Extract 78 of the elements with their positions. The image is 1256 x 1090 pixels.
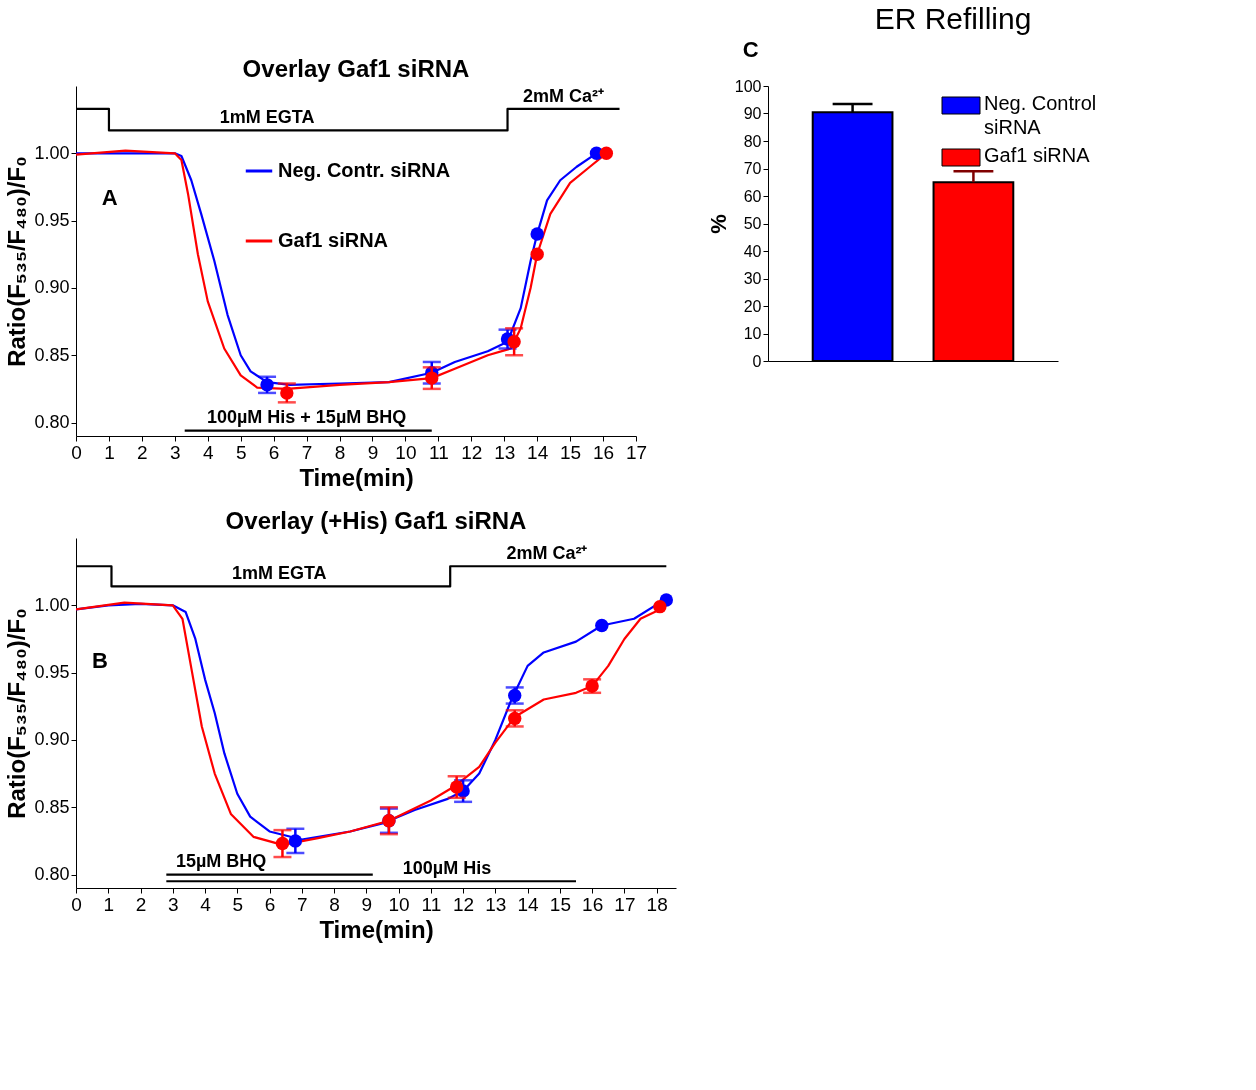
y-tick-label: 0.85: [34, 344, 70, 365]
y-tick-label: 0.80: [34, 412, 70, 433]
annotation: 1mM EGTA: [219, 107, 315, 128]
x-tick-label: 9: [367, 441, 379, 463]
annotation: A: [101, 185, 118, 210]
x-tick-label: 2: [137, 441, 148, 463]
y-tick-label: 20: [743, 297, 762, 315]
legend-label: Gaf1 siRNA: [984, 144, 1091, 166]
y-tick-label: 0.95: [34, 210, 70, 231]
y-tick-label: 70: [743, 160, 762, 177]
x-tick-label: 6: [268, 441, 280, 463]
x-axis-title: Time(min): [319, 915, 434, 943]
annotation: 15µM BHQ: [175, 851, 267, 872]
x-tick-label: 12: [461, 441, 483, 463]
x-axis-title: Time(min): [299, 463, 414, 491]
legend-label: Neg. Control siRNA: [984, 92, 1097, 138]
x-tick-label: 16: [592, 441, 615, 463]
x-tick-label: 18: [646, 893, 668, 915]
x-tick-label: 3: [167, 893, 179, 915]
annotation: 2mM Ca²⁺: [523, 85, 605, 106]
x-tick-label: 4: [202, 441, 214, 463]
annotation: 2mM Ca²⁺: [506, 542, 588, 563]
x-tick-label: 12: [453, 893, 475, 915]
legend-label: Gaf1 siRNA: [278, 229, 389, 251]
y-tick-label: 0.90: [34, 729, 70, 750]
x-tick-label: 16: [582, 893, 604, 915]
x-tick-label: 11: [428, 441, 449, 463]
x-tick-label: 2: [135, 893, 147, 915]
y-tick-label: 1.00: [34, 594, 70, 615]
y-tick-label: 0.90: [34, 277, 70, 298]
x-tick-label: 1: [104, 441, 115, 463]
chart-title: Overlay (+His) Gaf1 siRNA: [225, 507, 527, 534]
x-tick-label: 8: [329, 893, 340, 915]
y-tick-label: 100: [734, 77, 762, 95]
x-tick-label: 8: [334, 441, 346, 463]
text: C: [742, 37, 759, 63]
y-tick-label: 0.95: [34, 662, 70, 683]
y-tick-label: 90: [743, 105, 762, 122]
annotation: 100µM His + 15µM BHQ: [206, 407, 407, 428]
y-tick-label: 30: [743, 270, 762, 287]
x-tick-label: 1: [103, 893, 115, 915]
y-tick-label: 0.80: [34, 864, 70, 885]
y-tick-label: 80: [743, 132, 762, 150]
y-tick-label: 1.00: [34, 142, 70, 163]
legend-label: Neg. Contr. siRNA: [278, 159, 451, 181]
x-tick-label: 4: [200, 893, 212, 915]
x-tick-label: 14: [527, 441, 549, 463]
x-tick-label: 13: [485, 893, 507, 915]
x-tick-label: 17: [625, 441, 648, 463]
x-tick-label: 13: [494, 441, 516, 463]
x-tick-label: 3: [170, 441, 181, 463]
y-axis-title: Ratio(F₅₃₅/F₄₈₀)/F₀: [3, 156, 31, 367]
annotation: 100µM His: [402, 857, 492, 878]
y-tick-label: 50: [743, 215, 762, 232]
x-tick-label: 7: [301, 441, 313, 463]
x-tick-label: 9: [361, 893, 373, 915]
x-tick-label: 15: [549, 893, 571, 915]
x-tick-label: 15: [560, 441, 582, 463]
y-tick-label: 10: [743, 325, 762, 342]
x-tick-label: 7: [297, 893, 308, 915]
x-tick-label: 10: [388, 893, 410, 915]
y-axis-title: Ratio(F₅₃₅/F₄₈₀)/F₀: [3, 608, 31, 819]
x-tick-label: 6: [264, 893, 276, 915]
x-tick-label: 10: [395, 441, 417, 463]
y-tick-label: 0: [752, 352, 762, 370]
chart-title: Overlay Gaf1 siRNA: [242, 55, 470, 82]
x-tick-label: 5: [235, 441, 247, 463]
annotation: 1mM EGTA: [231, 563, 327, 584]
y-tick-label: 0.85: [34, 796, 70, 817]
x-tick-label: 11: [421, 893, 442, 915]
chart-title: ER Refilling: [874, 2, 1032, 36]
y-axis-title: %: [705, 214, 731, 234]
x-tick-label: 14: [517, 893, 540, 915]
x-tick-label: 17: [614, 893, 636, 915]
y-tick-label: 60: [743, 187, 762, 205]
x-tick-label: 5: [232, 893, 244, 915]
annotation: B: [92, 647, 108, 673]
y-tick-label: 40: [743, 242, 762, 260]
